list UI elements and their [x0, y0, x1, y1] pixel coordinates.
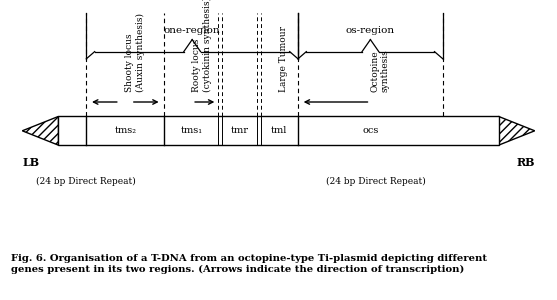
Text: Large Tumour: Large Tumour — [278, 26, 287, 92]
Text: Fig. 6. Organisation of a T-DNA from an octopine-type Ti-plasmid depicting diffe: Fig. 6. Organisation of a T-DNA from an … — [11, 254, 487, 274]
Text: Shooty locus
(Auxin synthesis): Shooty locus (Auxin synthesis) — [125, 14, 145, 92]
Text: os-region: os-region — [346, 26, 395, 35]
Text: LB: LB — [22, 157, 40, 168]
Text: tml: tml — [270, 126, 287, 135]
Text: Rooty locus
(cytokinin synthesis): Rooty locus (cytokinin synthesis) — [192, 0, 212, 92]
Polygon shape — [499, 116, 535, 145]
Polygon shape — [22, 116, 58, 145]
Text: (24 bp Direct Repeat): (24 bp Direct Repeat) — [36, 176, 136, 185]
Text: RB: RB — [516, 157, 535, 168]
Text: tms₂: tms₂ — [114, 126, 136, 135]
Text: (24 bp Direct Repeat): (24 bp Direct Repeat) — [326, 176, 426, 185]
Text: ocs: ocs — [362, 126, 379, 135]
Text: tms₁: tms₁ — [181, 126, 203, 135]
Bar — [58, 116, 499, 145]
Text: tmr: tmr — [231, 126, 248, 135]
Text: one-region: one-region — [164, 26, 221, 35]
Text: Octopine
synthesis: Octopine synthesis — [370, 50, 390, 92]
